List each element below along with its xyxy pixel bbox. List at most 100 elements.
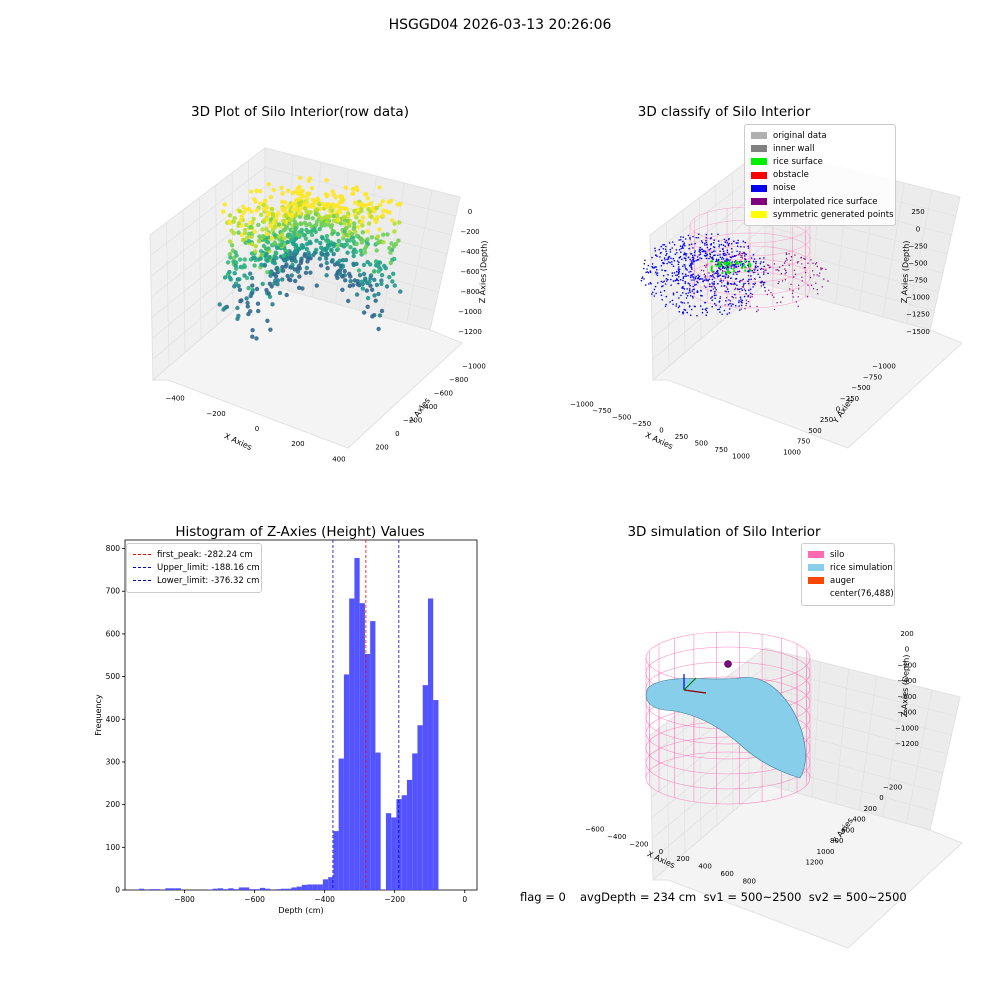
- hist-bar: [364, 653, 371, 890]
- plot3-x-tick: −400: [607, 833, 626, 841]
- plot1-point: [254, 188, 259, 193]
- plot2-interp-point: [776, 302, 778, 304]
- plot1-point: [280, 277, 285, 282]
- plot2-interp-point: [775, 269, 777, 271]
- plot1-point: [297, 175, 303, 181]
- plot2-legend-swatch: [751, 184, 767, 192]
- plot2-interp-point: [781, 280, 784, 282]
- plot2-noise-point: [722, 252, 725, 255]
- plot2-noise-point: [689, 295, 692, 297]
- plot2-noise-point: [734, 304, 737, 307]
- plot2-interp-point: [739, 279, 742, 282]
- plot1-point: [221, 307, 226, 312]
- plot2-noise-point: [747, 295, 750, 297]
- plot2-noise-point: [728, 312, 731, 314]
- plot1-point: [253, 249, 258, 254]
- plot2-noise-point: [680, 236, 682, 238]
- plot2-noise-point: [742, 278, 744, 281]
- plot2-interp-point: [766, 293, 768, 296]
- plot2-interp-point: [725, 286, 728, 288]
- hist-bar: [296, 886, 302, 890]
- plot1-point: [380, 199, 385, 204]
- plot2-interp-point: [720, 278, 722, 280]
- plot2-noise-point: [763, 271, 765, 273]
- plot3-legend-swatch: [808, 564, 824, 572]
- plot1-point: [269, 207, 274, 212]
- plot1-point: [365, 237, 370, 242]
- plot1-point: [354, 241, 359, 247]
- plot2-interp-point: [827, 280, 829, 282]
- plot1-point: [268, 270, 273, 275]
- plot2-interp-point: [761, 267, 763, 270]
- plot1-point: [319, 252, 324, 257]
- hist-bar: [385, 813, 392, 890]
- plot2-noise-point: [688, 305, 691, 308]
- plot2-rice-point: [749, 269, 752, 272]
- plot2-noise-point: [726, 251, 729, 254]
- plot1-y-tick: −200: [403, 416, 422, 424]
- plot2-interp-point: [710, 285, 712, 288]
- plot2-noise-point: [690, 243, 693, 245]
- plot1-point: [293, 198, 299, 203]
- plot2-interp-point: [720, 268, 722, 271]
- plot1-point: [347, 238, 352, 243]
- plot1-point: [369, 235, 375, 240]
- hist-bar: [427, 598, 434, 890]
- plot2-interp-point: [753, 269, 755, 271]
- plot2-interp-point: [720, 263, 722, 265]
- plot2-interp-point: [807, 262, 809, 264]
- plot2-interp-point: [729, 300, 732, 302]
- plot2-interp-point: [703, 285, 706, 287]
- plot2-noise-point: [724, 272, 727, 274]
- plot2-noise-point: [685, 297, 688, 299]
- plot1-point: [260, 252, 265, 257]
- plot2-interp-point: [749, 296, 752, 298]
- plot2-noise-point: [683, 308, 685, 311]
- plot1-point: [361, 262, 367, 268]
- plot2-noise-point: [665, 245, 667, 248]
- plot2-noise-point: [708, 249, 710, 251]
- hist-bar: [228, 888, 234, 890]
- plot2-noise-point: [678, 272, 680, 274]
- plot2-noise-point: [684, 273, 687, 276]
- plot2-interp-point: [754, 271, 756, 273]
- plot2-noise-point: [741, 299, 744, 302]
- plot1-point: [257, 189, 263, 194]
- plot2-interp-point: [768, 289, 770, 291]
- plot2-noise-point: [670, 257, 672, 260]
- plot2-noise-point: [709, 252, 711, 255]
- plot2-noise-point: [718, 267, 721, 270]
- plot1-gridline: [215, 185, 218, 326]
- plot1-point: [312, 200, 318, 205]
- plot2-interp-point: [730, 277, 733, 279]
- plot1-point: [326, 202, 331, 208]
- plot1-point: [261, 219, 266, 224]
- plot1-point: [280, 206, 285, 211]
- plot2-noise-point: [724, 245, 726, 248]
- plot2-noise-point: [687, 282, 689, 285]
- plot1-point: [330, 208, 335, 213]
- plot2-noise-point: [741, 263, 744, 266]
- plot1-point: [286, 277, 292, 282]
- plot2-rice-point: [748, 262, 751, 265]
- plot2-noise-point: [705, 239, 707, 242]
- plot2-noise-point: [701, 241, 704, 244]
- plot2-noise-point: [679, 278, 682, 281]
- plot1-point: [253, 199, 258, 204]
- plot2-noise-point: [656, 272, 659, 274]
- plot2-noise-point: [709, 247, 712, 250]
- plot2-interp-point: [783, 262, 786, 264]
- hist-ytick-label: 600: [106, 629, 121, 638]
- plot1-point: [386, 200, 391, 205]
- plot1-point: [398, 201, 403, 207]
- plot2-interp-point: [735, 254, 737, 257]
- plot2-noise-point: [720, 243, 723, 246]
- plot2-noise-point: [662, 285, 664, 287]
- plot2-noise-point: [733, 265, 735, 267]
- plot2-noise-point: [655, 273, 658, 275]
- hist-ytick-label: 700: [106, 587, 121, 596]
- plot2-noise-point: [645, 271, 647, 274]
- plot2-noise-point: [701, 278, 704, 280]
- plot2-noise-point: [700, 289, 702, 292]
- plot2-noise-point: [671, 263, 673, 266]
